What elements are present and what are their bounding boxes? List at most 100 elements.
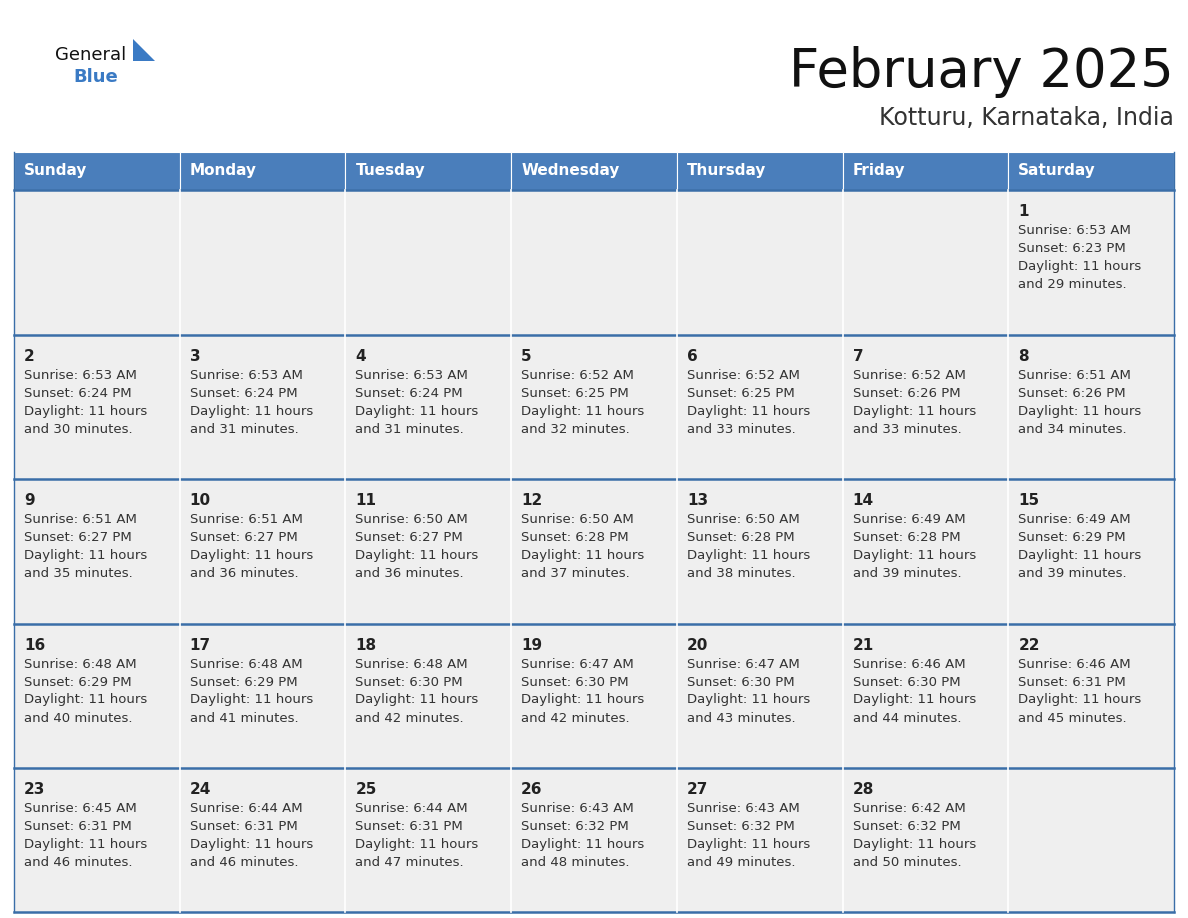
Text: Sunrise: 6:52 AM: Sunrise: 6:52 AM	[853, 369, 966, 382]
Text: Daylight: 11 hours: Daylight: 11 hours	[687, 405, 810, 418]
Text: Daylight: 11 hours: Daylight: 11 hours	[190, 405, 312, 418]
Text: Daylight: 11 hours: Daylight: 11 hours	[1018, 405, 1142, 418]
Text: Sunrise: 6:47 AM: Sunrise: 6:47 AM	[687, 657, 800, 670]
Text: Daylight: 11 hours: Daylight: 11 hours	[853, 693, 975, 707]
Text: Daylight: 11 hours: Daylight: 11 hours	[1018, 693, 1142, 707]
Text: Sunrise: 6:45 AM: Sunrise: 6:45 AM	[24, 801, 137, 815]
Text: and 39 minutes.: and 39 minutes.	[1018, 567, 1127, 580]
Bar	[346, 623, 511, 767]
Text: Daylight: 11 hours: Daylight: 11 hours	[853, 405, 975, 418]
Text: 8: 8	[1018, 349, 1029, 364]
Text: and 29 minutes.: and 29 minutes.	[1018, 278, 1127, 291]
Text: Sunset: 6:24 PM: Sunset: 6:24 PM	[24, 387, 132, 400]
Text: Sunrise: 6:53 AM: Sunrise: 6:53 AM	[355, 369, 468, 382]
Text: Sunrise: 6:51 AM: Sunrise: 6:51 AM	[24, 513, 137, 526]
Text: Daylight: 11 hours: Daylight: 11 hours	[1018, 549, 1142, 562]
Text: Daylight: 11 hours: Daylight: 11 hours	[522, 549, 644, 562]
Text: and 37 minutes.: and 37 minutes.	[522, 567, 630, 580]
Text: Sunset: 6:24 PM: Sunset: 6:24 PM	[190, 387, 297, 400]
Bar	[511, 767, 677, 912]
Text: Sunset: 6:31 PM: Sunset: 6:31 PM	[1018, 676, 1126, 688]
Text: Sunset: 6:31 PM: Sunset: 6:31 PM	[355, 820, 463, 833]
Text: Sunset: 6:23 PM: Sunset: 6:23 PM	[1018, 242, 1126, 255]
Text: Daylight: 11 hours: Daylight: 11 hours	[687, 549, 810, 562]
Text: Sunrise: 6:42 AM: Sunrise: 6:42 AM	[853, 801, 966, 815]
Text: and 44 minutes.: and 44 minutes.	[853, 711, 961, 724]
Text: and 30 minutes.: and 30 minutes.	[24, 423, 133, 436]
Text: Sunrise: 6:49 AM: Sunrise: 6:49 AM	[1018, 513, 1131, 526]
Bar	[14, 152, 179, 190]
Bar	[179, 152, 346, 190]
Text: 28: 28	[853, 782, 874, 797]
Text: 13: 13	[687, 493, 708, 509]
Text: Sunset: 6:30 PM: Sunset: 6:30 PM	[853, 676, 960, 688]
Text: Sunset: 6:28 PM: Sunset: 6:28 PM	[853, 532, 960, 544]
Text: Daylight: 11 hours: Daylight: 11 hours	[190, 549, 312, 562]
Text: and 38 minutes.: and 38 minutes.	[687, 567, 796, 580]
Bar	[14, 767, 179, 912]
Bar	[842, 623, 1009, 767]
Bar	[179, 623, 346, 767]
Text: Sunset: 6:32 PM: Sunset: 6:32 PM	[687, 820, 795, 833]
Bar	[1009, 767, 1174, 912]
Text: Sunset: 6:27 PM: Sunset: 6:27 PM	[190, 532, 297, 544]
Text: Sunset: 6:32 PM: Sunset: 6:32 PM	[853, 820, 960, 833]
Text: and 40 minutes.: and 40 minutes.	[24, 711, 133, 724]
Bar	[14, 623, 179, 767]
Text: Sunset: 6:25 PM: Sunset: 6:25 PM	[687, 387, 795, 400]
Text: 9: 9	[24, 493, 34, 509]
Text: Sunset: 6:24 PM: Sunset: 6:24 PM	[355, 387, 463, 400]
Text: February 2025: February 2025	[789, 46, 1174, 98]
Text: 16: 16	[24, 637, 45, 653]
Text: Daylight: 11 hours: Daylight: 11 hours	[355, 549, 479, 562]
Text: General: General	[55, 46, 126, 64]
Bar	[842, 152, 1009, 190]
Text: Sunset: 6:28 PM: Sunset: 6:28 PM	[687, 532, 795, 544]
Text: and 48 minutes.: and 48 minutes.	[522, 856, 630, 868]
Text: Sunset: 6:26 PM: Sunset: 6:26 PM	[853, 387, 960, 400]
Text: Sunset: 6:30 PM: Sunset: 6:30 PM	[687, 676, 795, 688]
Polygon shape	[133, 39, 154, 61]
Text: Saturday: Saturday	[1018, 163, 1097, 178]
Text: Daylight: 11 hours: Daylight: 11 hours	[355, 405, 479, 418]
Text: Sunrise: 6:50 AM: Sunrise: 6:50 AM	[355, 513, 468, 526]
Text: Sunset: 6:27 PM: Sunset: 6:27 PM	[24, 532, 132, 544]
Text: Daylight: 11 hours: Daylight: 11 hours	[24, 549, 147, 562]
Text: Daylight: 11 hours: Daylight: 11 hours	[24, 405, 147, 418]
Text: and 46 minutes.: and 46 minutes.	[190, 856, 298, 868]
Text: Sunrise: 6:47 AM: Sunrise: 6:47 AM	[522, 657, 634, 670]
Text: Sunrise: 6:52 AM: Sunrise: 6:52 AM	[522, 369, 634, 382]
Text: and 33 minutes.: and 33 minutes.	[853, 423, 961, 436]
Text: Sunrise: 6:49 AM: Sunrise: 6:49 AM	[853, 513, 965, 526]
Text: Daylight: 11 hours: Daylight: 11 hours	[190, 693, 312, 707]
Text: Daylight: 11 hours: Daylight: 11 hours	[1018, 260, 1142, 273]
Text: 12: 12	[522, 493, 543, 509]
Text: Sunset: 6:28 PM: Sunset: 6:28 PM	[522, 532, 628, 544]
Text: Sunrise: 6:46 AM: Sunrise: 6:46 AM	[1018, 657, 1131, 670]
Text: and 49 minutes.: and 49 minutes.	[687, 856, 795, 868]
Bar	[511, 335, 677, 479]
Text: Sunrise: 6:48 AM: Sunrise: 6:48 AM	[24, 657, 137, 670]
Text: Sunrise: 6:52 AM: Sunrise: 6:52 AM	[687, 369, 800, 382]
Text: and 36 minutes.: and 36 minutes.	[355, 567, 465, 580]
Text: 15: 15	[1018, 493, 1040, 509]
Text: Daylight: 11 hours: Daylight: 11 hours	[355, 838, 479, 851]
Text: Sunset: 6:30 PM: Sunset: 6:30 PM	[522, 676, 628, 688]
Text: Daylight: 11 hours: Daylight: 11 hours	[522, 693, 644, 707]
Text: Blue: Blue	[72, 68, 118, 86]
Text: Sunset: 6:31 PM: Sunset: 6:31 PM	[24, 820, 132, 833]
Bar	[677, 767, 842, 912]
Bar	[14, 479, 179, 623]
Bar	[179, 479, 346, 623]
Text: 18: 18	[355, 637, 377, 653]
Text: Sunrise: 6:44 AM: Sunrise: 6:44 AM	[355, 801, 468, 815]
Text: Daylight: 11 hours: Daylight: 11 hours	[522, 838, 644, 851]
Bar	[179, 767, 346, 912]
Text: Sunset: 6:30 PM: Sunset: 6:30 PM	[355, 676, 463, 688]
Text: Sunrise: 6:51 AM: Sunrise: 6:51 AM	[1018, 369, 1131, 382]
Text: and 31 minutes.: and 31 minutes.	[190, 423, 298, 436]
Bar	[677, 623, 842, 767]
Text: 21: 21	[853, 637, 874, 653]
Bar	[677, 479, 842, 623]
Text: and 36 minutes.: and 36 minutes.	[190, 567, 298, 580]
